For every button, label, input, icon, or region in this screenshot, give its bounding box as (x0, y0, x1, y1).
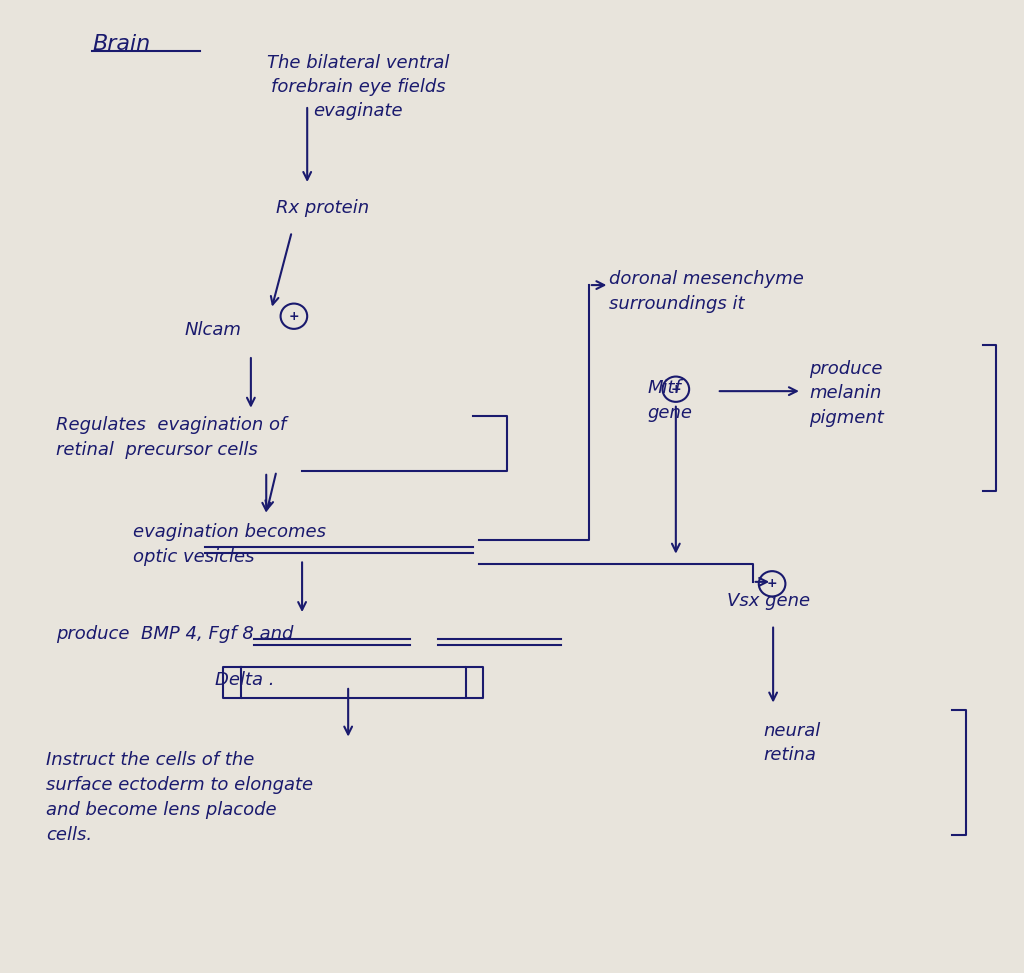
Text: +: + (671, 382, 681, 396)
Text: Nlcam: Nlcam (184, 321, 242, 339)
Text: +: + (289, 309, 299, 323)
Text: Brain: Brain (92, 34, 151, 54)
Text: produce  BMP 4, Fgf 8 and: produce BMP 4, Fgf 8 and (56, 625, 294, 642)
Text: Vsx gene: Vsx gene (727, 592, 810, 609)
Text: Instruct the cells of the
surface ectoderm to elongate
and become lens placode
c: Instruct the cells of the surface ectode… (46, 751, 313, 845)
Text: neural
retina: neural retina (763, 722, 820, 764)
Text: evagination becomes
optic vesicles: evagination becomes optic vesicles (133, 523, 326, 565)
Text: Mitf
gene: Mitf gene (647, 379, 692, 421)
Text: Delta .: Delta . (215, 671, 274, 689)
Text: doronal mesenchyme
surroundings it: doronal mesenchyme surroundings it (609, 270, 804, 312)
Text: Regulates  evagination of
retinal  precursor cells: Regulates evagination of retinal precurs… (56, 416, 287, 458)
Text: +: + (767, 577, 777, 591)
Text: produce
melanin
pigment: produce melanin pigment (809, 360, 884, 426)
Text: Rx protein: Rx protein (276, 199, 370, 217)
Text: The bilateral ventral
forebrain eye fields
evaginate: The bilateral ventral forebrain eye fiel… (267, 54, 450, 120)
